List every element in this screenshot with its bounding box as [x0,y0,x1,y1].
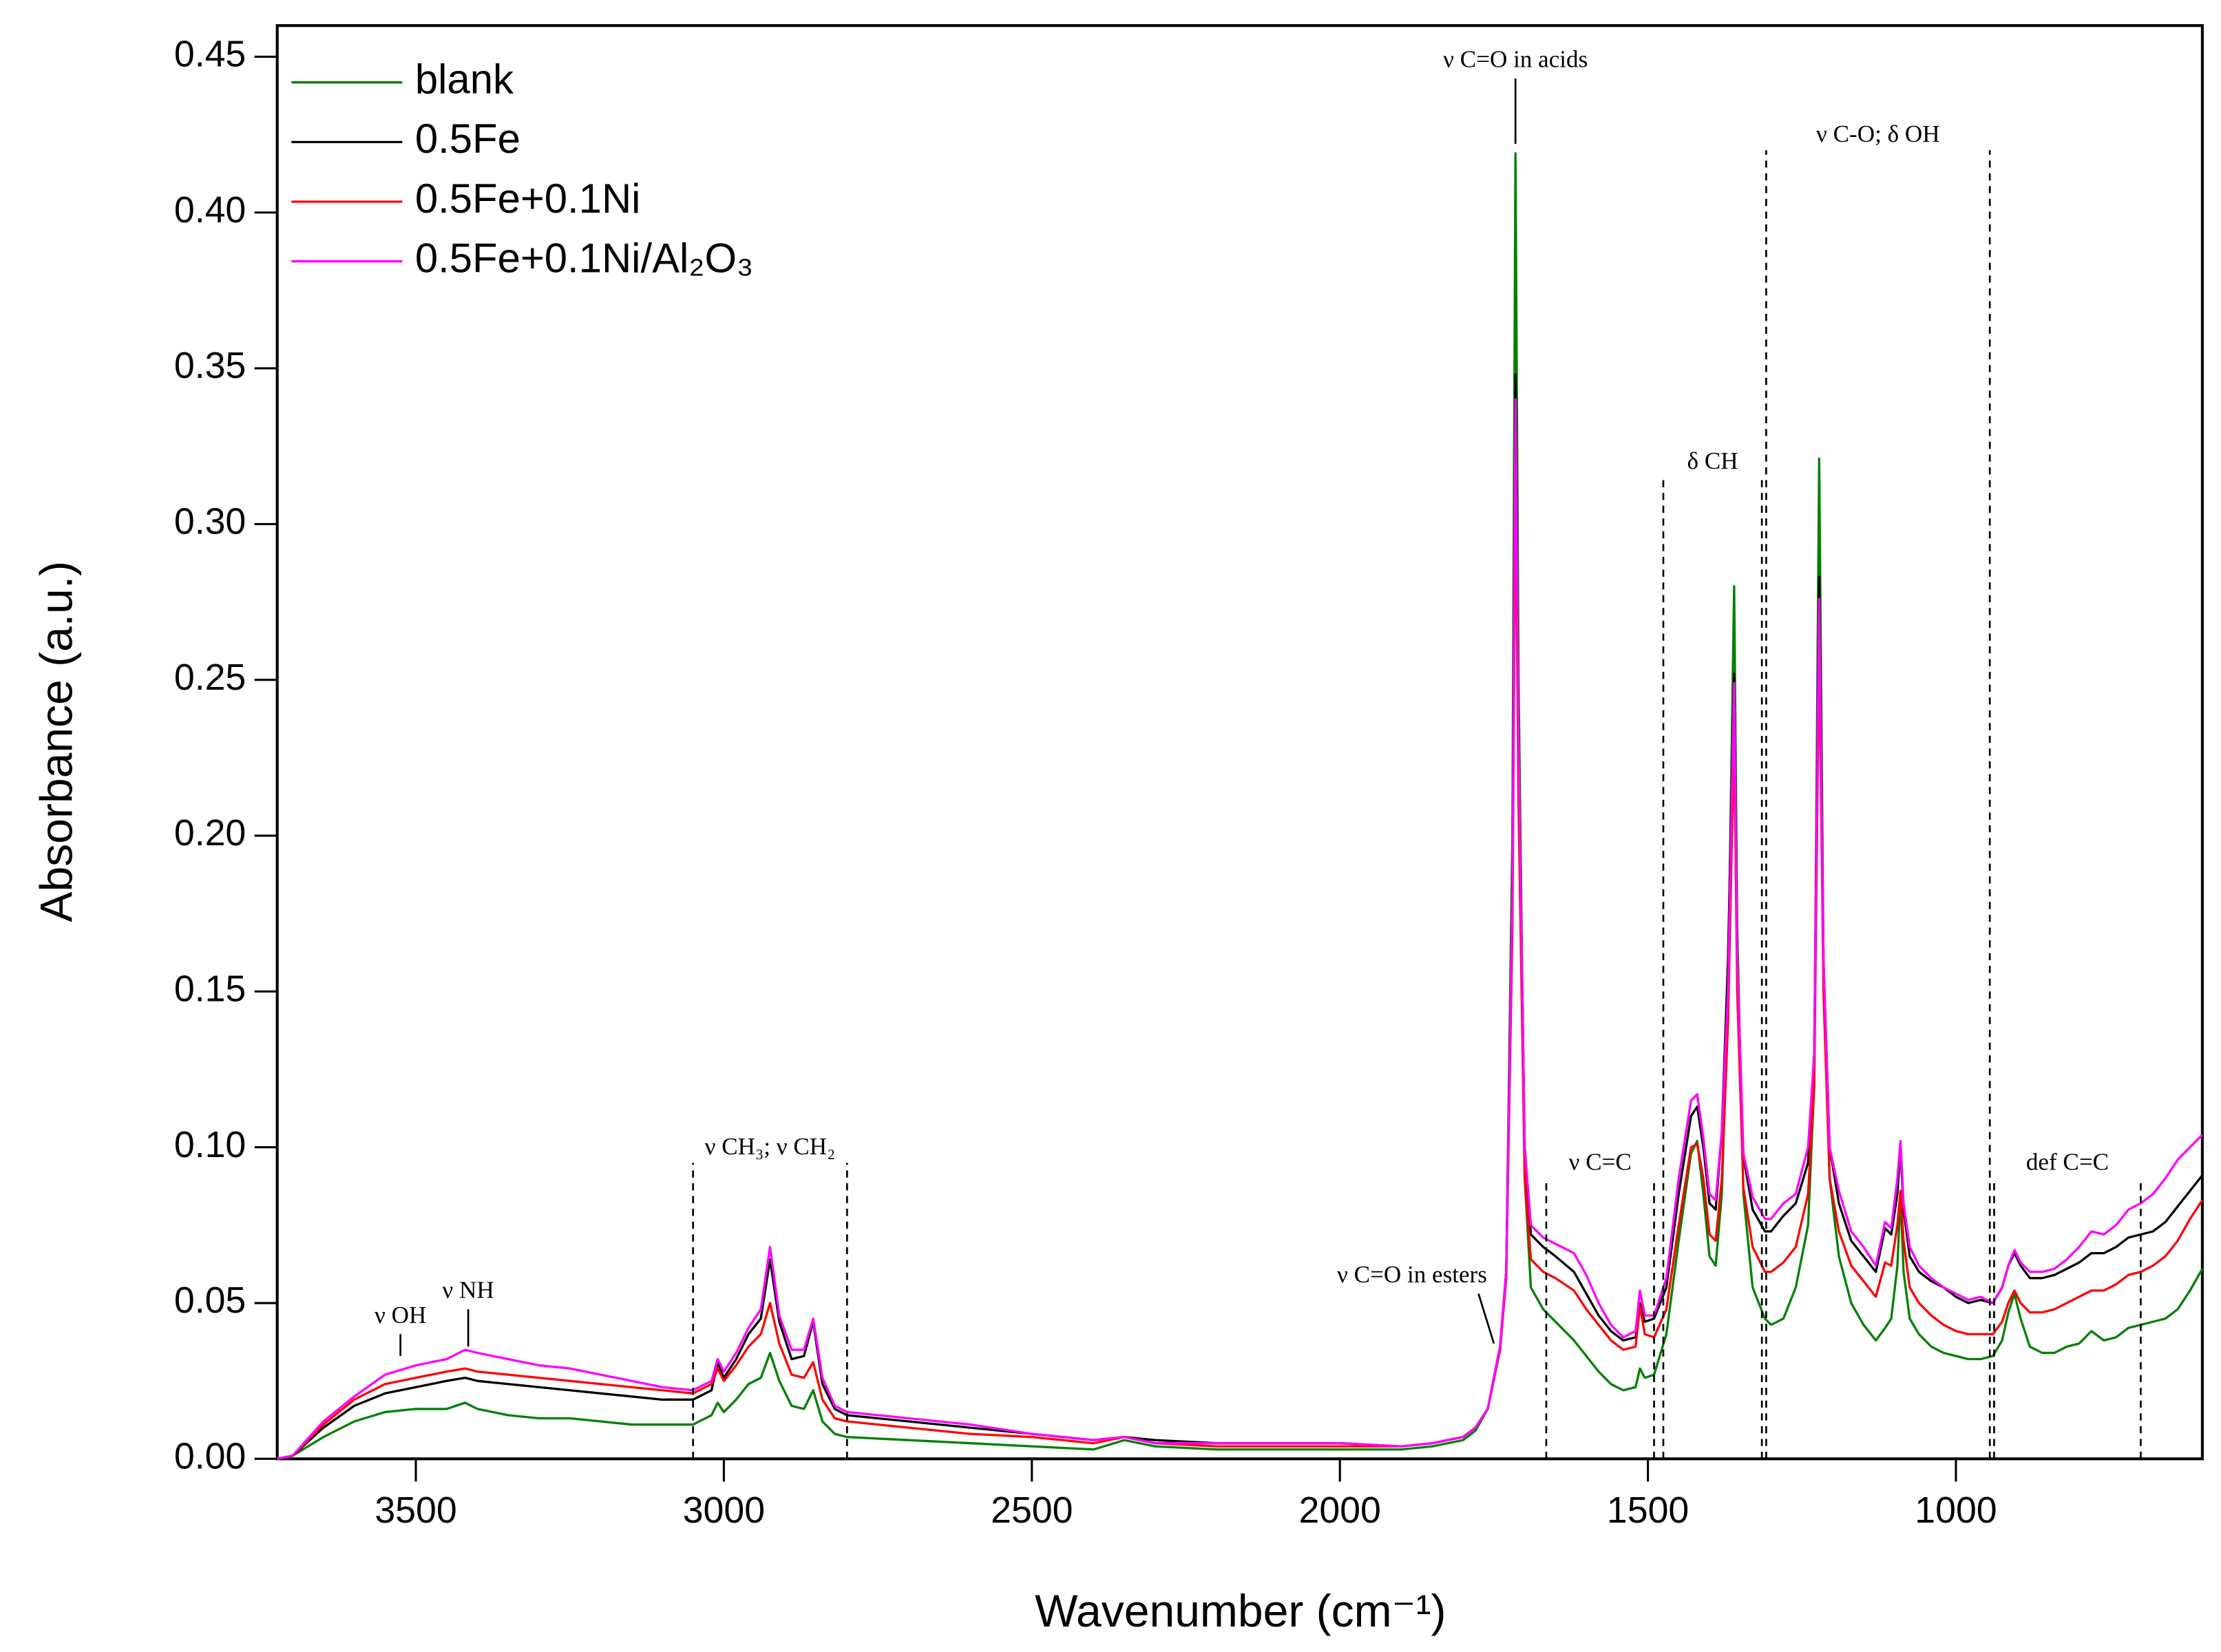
legend-label: blank [415,56,514,103]
legend: blank 0.5Fe 0.5Fe+0.1Ni 0.5Fe+0.1Ni/Al₂O₃ [291,56,753,282]
plot-frame [275,24,2204,1461]
y-tick-label: 0.35 [174,345,246,386]
annotation-label: ν C-O; δ OH [1816,120,1940,147]
y-tick-label: 0.30 [174,501,246,542]
x-tick-label: 1000 [1915,1490,1997,1531]
annotation-label: ν C=O in acids [1443,46,1588,73]
y-tick-label: 0.15 [174,968,246,1010]
y-tick-label: 0.25 [174,657,246,698]
legend-label: 0.5Fe [415,116,520,162]
y-tick-label: 0.05 [174,1280,246,1321]
series-line [277,398,2204,1460]
legend-label: 0.5Fe+0.1Ni/Al₂O₃ [415,235,754,282]
y-tick-label: 0.10 [174,1124,246,1165]
series-line [277,373,2204,1460]
y-tick-label: 0.20 [174,812,246,854]
annotation-label: ν CH₃; ν CH₂ [705,1133,836,1160]
x-tick-label: 3000 [683,1490,765,1531]
x-tick-label: 1500 [1607,1490,1689,1531]
annotation-label: ν NH [442,1277,494,1304]
y-tick-label: 0.45 [174,34,246,75]
series-line [277,469,2204,1460]
y-tick-label: 0.00 [174,1436,246,1477]
annotation-label: ν OH [375,1302,426,1328]
x-tick-label: 2000 [1299,1490,1381,1531]
annotation-pointer [1477,1293,1495,1344]
series-line [277,152,2204,1460]
x-tick-label: 3500 [375,1490,456,1531]
x-axis-label: Wavenumber (cm⁻¹) [1035,1585,1446,1636]
legend-label: 0.5Fe+0.1Ni [415,176,641,222]
annotation-label: def C=C [2026,1149,2109,1176]
annotation-label: ν C=C [1569,1149,1632,1176]
y-tick-label: 0.40 [174,189,246,231]
y-axis-label: Absorbance (a.u.) [30,561,81,922]
x-tick-label: 2500 [991,1490,1073,1531]
annotation-label: δ CH [1687,447,1738,474]
annotation-label: ν C=O in esters [1337,1261,1487,1288]
